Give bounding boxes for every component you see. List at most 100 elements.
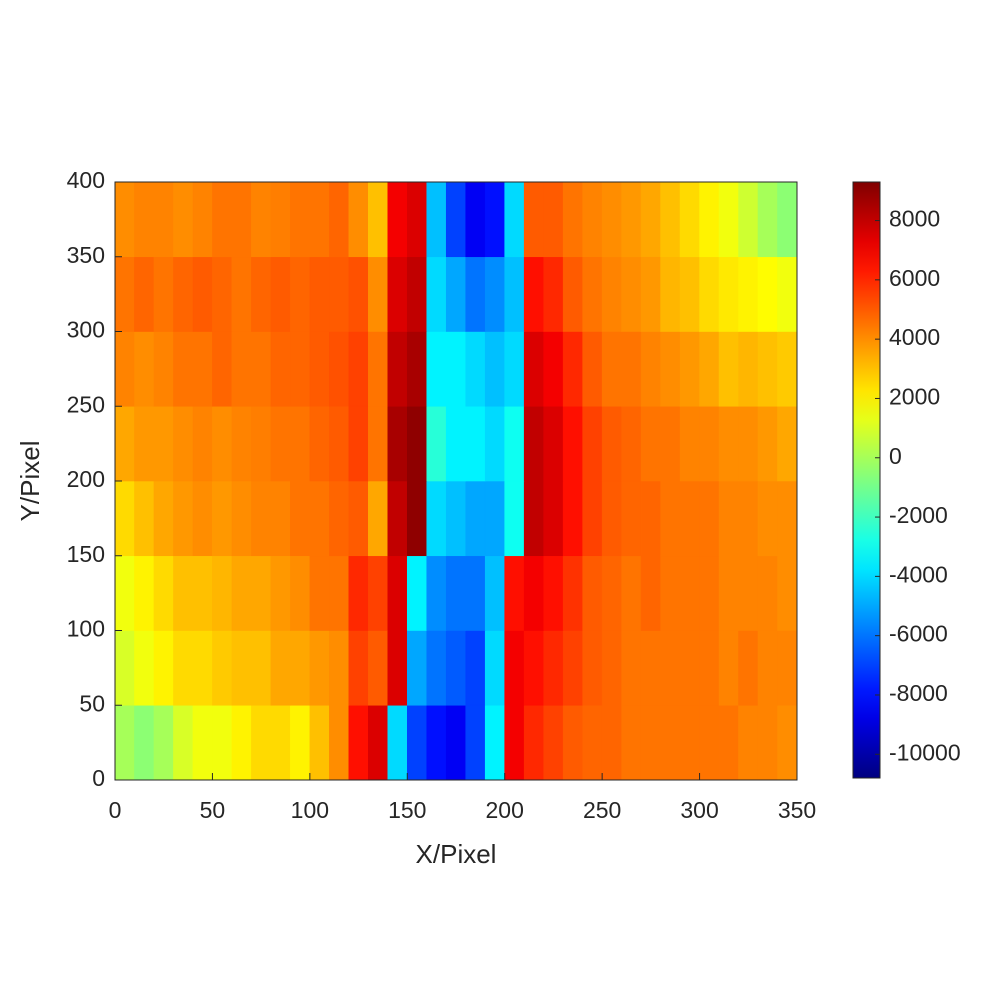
heat-cell [562,555,583,631]
heat-cell [465,630,486,706]
heat-cell [114,555,135,631]
heat-cell [445,181,467,258]
heat-cell [114,331,135,407]
y-tick-label: 400 [67,167,105,193]
heat-cell [192,256,213,332]
heat-cell [192,331,213,407]
heat-cell [699,256,720,332]
heat-cell [134,405,155,482]
heat-cell [543,331,564,407]
heat-cell [426,704,447,781]
heat-cell [329,480,350,557]
heat-cell [192,181,213,258]
heat-cell [231,630,252,706]
heat-cell [738,331,759,407]
heat-cell [465,181,486,258]
heat-cell [329,405,350,482]
heat-cell [426,405,447,482]
heat-cell [718,630,739,706]
heat-cell [543,555,564,631]
heat-cell [368,256,389,332]
heat-cell [660,331,681,407]
heat-cell [601,256,622,332]
heat-cell [445,555,467,631]
heat-cell [270,480,291,557]
y-tick-label: 200 [67,466,105,492]
heat-cell [523,331,544,407]
heat-cell [231,555,252,631]
heat-cell [309,181,330,258]
heat-cell [777,331,798,407]
heat-cell [309,555,330,631]
heat-cell [173,704,194,781]
heat-cell [406,555,428,631]
heat-cell [660,555,681,631]
x-tick-label: 200 [486,797,524,823]
heat-cell [445,331,467,407]
heat-cell [173,331,194,407]
heat-cell [543,480,564,557]
heat-cell [582,331,603,407]
heat-cell [153,331,174,407]
colorbar-tick-label: 2000 [889,384,940,410]
heat-cell [523,555,544,631]
heat-cell [406,704,428,781]
heat-cell [114,630,135,706]
heat-cell [757,331,778,407]
heat-cell [368,555,389,631]
heat-cell [777,405,798,482]
heat-cell [679,181,700,258]
heat-cell [173,480,194,557]
x-tick-label: 300 [680,797,718,823]
heat-cell [718,331,739,407]
heat-cell [523,630,544,706]
heat-cell [251,555,272,631]
heat-cell [777,480,798,557]
heat-cell [290,331,311,407]
heat-cell [251,256,272,332]
colorbar-tick-label: -6000 [889,621,948,647]
heat-cell [777,256,798,332]
heat-cell [523,480,544,557]
heat-cell [231,480,252,557]
heat-cell [757,555,778,631]
x-tick-label: 0 [109,797,122,823]
heat-cell [212,331,233,407]
heat-cell [660,480,681,557]
heat-cell [738,480,759,557]
heat-cell [212,704,233,781]
heat-cell [640,555,661,631]
heat-cell [504,405,525,482]
heat-cell [562,181,583,258]
heat-cell [270,555,291,631]
heat-cell [582,630,603,706]
heat-cell [153,704,174,781]
heat-cell [270,630,291,706]
heat-cell [426,555,447,631]
heat-cell [231,331,252,407]
heat-cell [348,256,369,332]
heat-cell [601,704,622,781]
heat-cell [582,181,603,258]
heat-cell [679,405,700,482]
heat-cell [484,181,506,258]
heat-cell [290,181,311,258]
heat-cell [387,405,408,482]
heat-cell [523,256,544,332]
heat-cell [231,256,252,332]
heat-cell [329,704,350,781]
heat-cell [329,181,350,258]
heat-cell [640,256,661,332]
heat-cell [309,480,330,557]
colorbar-tick-label: 4000 [889,324,940,350]
heat-cell [251,331,272,407]
heat-cell [251,181,272,258]
heat-cell [445,480,467,557]
heat-cell [679,630,700,706]
heat-cell [173,555,194,631]
heat-cell [387,331,408,407]
heat-cell [582,256,603,332]
heat-cell [718,256,739,332]
heat-cell [192,704,213,781]
